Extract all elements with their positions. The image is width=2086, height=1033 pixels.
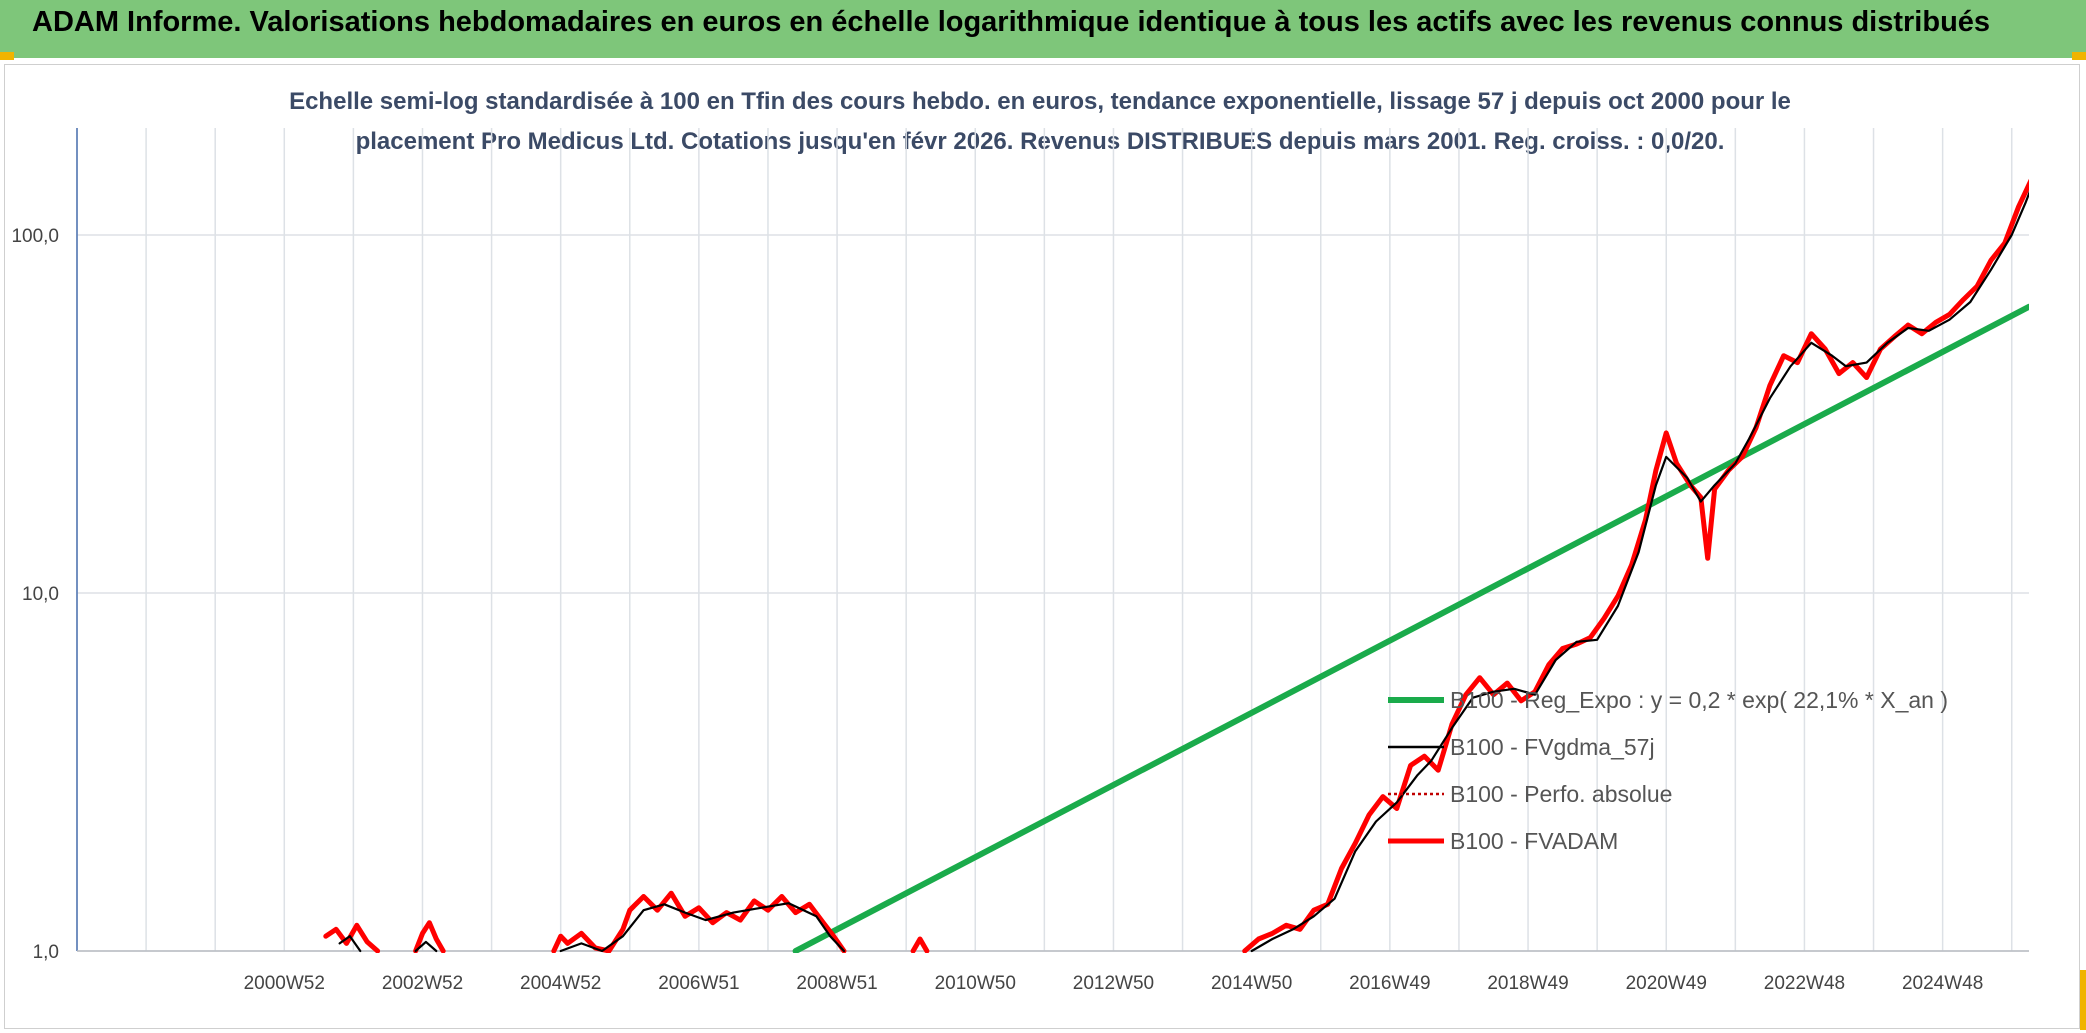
series-line-fvgdma — [559, 902, 846, 953]
legend: B100 - Reg_Expo : y = 0,2 * exp( 22,1% *… — [1388, 687, 1948, 854]
series-line-fvadam — [910, 936, 930, 953]
x-tick-label: 2020W49 — [1626, 973, 1707, 994]
report-header: ADAM Informe. Valorisations hebdomadaire… — [0, 0, 2086, 58]
y-tick-label: 100,0 — [11, 226, 59, 247]
chart-frame — [4, 64, 2080, 1029]
x-tick-label: 2016W49 — [1349, 973, 1430, 994]
y-tick-label: 10,0 — [22, 584, 59, 605]
corner-marker-left — [0, 52, 14, 60]
series-line-fvadam — [323, 922, 381, 953]
x-tick-label: 2014W50 — [1211, 973, 1292, 994]
series-line-reg — [792, 303, 2029, 953]
series-line-fvadam — [1242, 178, 2029, 953]
x-tick-label: 2000W52 — [244, 973, 325, 994]
series-line-fvgdma — [338, 935, 362, 953]
x-tick-label: 2018W49 — [1487, 973, 1568, 994]
axes: 1,0 10,0 100,0 2000W52 2002W52 2004W52 2006W51… — [11, 128, 2029, 994]
x-tick-label: 2004W52 — [520, 973, 601, 994]
legend-label-perfo: B100 - Perfo. absolue — [1450, 781, 1672, 807]
report-title: ADAM Informe. Valorisations hebdomadaire… — [32, 6, 1991, 38]
x-tick-label: 2022W48 — [1764, 973, 1845, 994]
x-tick-label: 2024W48 — [1902, 973, 1983, 994]
x-tick-label: 2002W52 — [382, 973, 463, 994]
x-tick-label: 2010W50 — [935, 973, 1016, 994]
corner-marker-bottom-right — [2080, 970, 2086, 1030]
series-line-fvgdma — [1250, 190, 2029, 953]
series-line-fvgdma — [414, 940, 438, 953]
grid-lines — [76, 128, 2029, 952]
series-group — [323, 178, 2029, 953]
x-tick-label: 2006W51 — [658, 973, 739, 994]
x-tick-label: 2008W51 — [796, 973, 877, 994]
y-tick-label: 1,0 — [33, 942, 59, 963]
series-line-fvadam — [413, 920, 446, 953]
chart-title-line-1: Echelle semi-log standardisée à 100 en T… — [289, 88, 1791, 115]
legend-label-reg: B100 - Reg_Expo : y = 0,2 * exp( 22,1% *… — [1450, 687, 1948, 713]
legend-label-fvgdma: B100 - FVgdma_57j — [1450, 734, 1655, 760]
legend-label-fvadam: B100 - FVADAM — [1450, 828, 1618, 854]
chart-title-line-2: placement Pro Medicus Ltd. Cotations jus… — [355, 128, 1725, 155]
series-line-fvadam — [551, 890, 847, 953]
corner-marker-right — [2072, 52, 2086, 60]
x-tick-label: 2012W50 — [1073, 973, 1154, 994]
